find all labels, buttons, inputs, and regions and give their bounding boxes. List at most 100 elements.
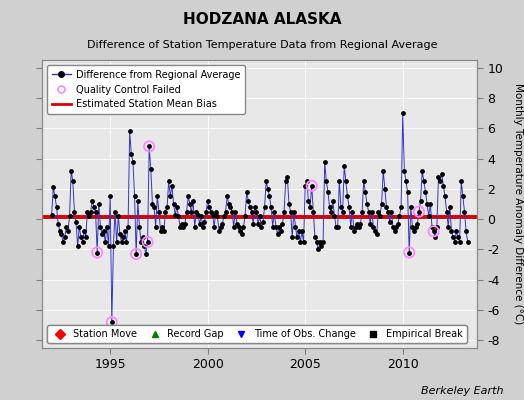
Point — [185, 201, 194, 207]
Point — [104, 243, 113, 250]
Point — [199, 224, 207, 230]
Point — [421, 189, 430, 195]
Point — [418, 168, 427, 174]
Point — [144, 239, 152, 245]
Point — [303, 178, 311, 184]
Point — [54, 220, 62, 227]
Point — [436, 178, 444, 184]
Point — [298, 228, 306, 234]
Point — [194, 212, 202, 218]
Point — [161, 208, 170, 215]
Point — [129, 158, 137, 165]
Point — [294, 228, 303, 234]
Point — [439, 183, 447, 189]
Point — [260, 204, 269, 210]
Point — [383, 204, 391, 210]
Point — [329, 198, 337, 204]
Point — [319, 239, 328, 245]
Point — [335, 178, 344, 184]
Point — [405, 249, 413, 256]
Point — [321, 158, 329, 165]
Point — [226, 204, 235, 210]
Point — [195, 220, 204, 227]
Point — [243, 189, 251, 195]
Point — [291, 224, 300, 230]
Point — [407, 204, 415, 210]
Point — [213, 213, 222, 219]
Point — [93, 249, 101, 256]
Point — [109, 243, 117, 250]
Point — [394, 220, 402, 227]
Point — [293, 234, 301, 240]
Point — [379, 168, 387, 174]
Point — [202, 208, 210, 215]
Point — [457, 178, 465, 184]
Point — [400, 168, 409, 174]
Point — [405, 249, 413, 256]
Point — [205, 204, 213, 210]
Point — [135, 224, 144, 230]
Point — [315, 239, 324, 245]
Point — [80, 228, 89, 234]
Point — [60, 234, 69, 240]
Point — [386, 219, 394, 225]
Point — [438, 170, 446, 177]
Point — [254, 220, 263, 227]
Point — [132, 251, 140, 257]
Point — [192, 208, 201, 215]
Point — [431, 234, 440, 240]
Point — [91, 208, 100, 215]
Point — [355, 224, 363, 230]
Point — [77, 234, 85, 240]
Point — [132, 251, 140, 257]
Point — [181, 220, 189, 227]
Point — [85, 213, 93, 219]
Point — [309, 208, 318, 215]
Point — [114, 213, 123, 219]
Point — [308, 183, 316, 189]
Point — [122, 239, 130, 245]
Point — [57, 231, 66, 238]
Point — [415, 208, 423, 215]
Point — [172, 204, 181, 210]
Point — [330, 213, 339, 219]
Point — [285, 201, 293, 207]
Point — [322, 178, 331, 184]
Point — [223, 193, 232, 200]
Point — [423, 201, 431, 207]
Point — [191, 224, 199, 230]
Point — [174, 213, 183, 219]
Point — [144, 239, 152, 245]
Point — [392, 224, 400, 230]
Point — [103, 224, 111, 230]
Point — [312, 239, 321, 245]
Point — [210, 224, 219, 230]
Point — [389, 224, 397, 230]
Point — [134, 198, 142, 204]
Point — [171, 212, 179, 218]
Point — [145, 143, 154, 150]
Point — [426, 201, 434, 207]
Point — [384, 208, 392, 215]
Point — [218, 220, 226, 227]
Point — [249, 220, 257, 227]
Point — [88, 198, 96, 204]
Point — [364, 208, 373, 215]
Point — [299, 239, 308, 245]
Point — [252, 208, 260, 215]
Point — [301, 183, 309, 189]
Point — [228, 208, 236, 215]
Point — [304, 198, 313, 204]
Point — [151, 224, 160, 230]
Point — [158, 224, 167, 230]
Point — [403, 189, 412, 195]
Point — [345, 204, 353, 210]
Point — [434, 174, 443, 180]
Point — [272, 224, 280, 230]
Point — [233, 220, 241, 227]
Point — [369, 224, 378, 230]
Point — [387, 208, 396, 215]
Point — [267, 204, 275, 210]
Point — [296, 239, 304, 245]
Point — [339, 208, 347, 215]
